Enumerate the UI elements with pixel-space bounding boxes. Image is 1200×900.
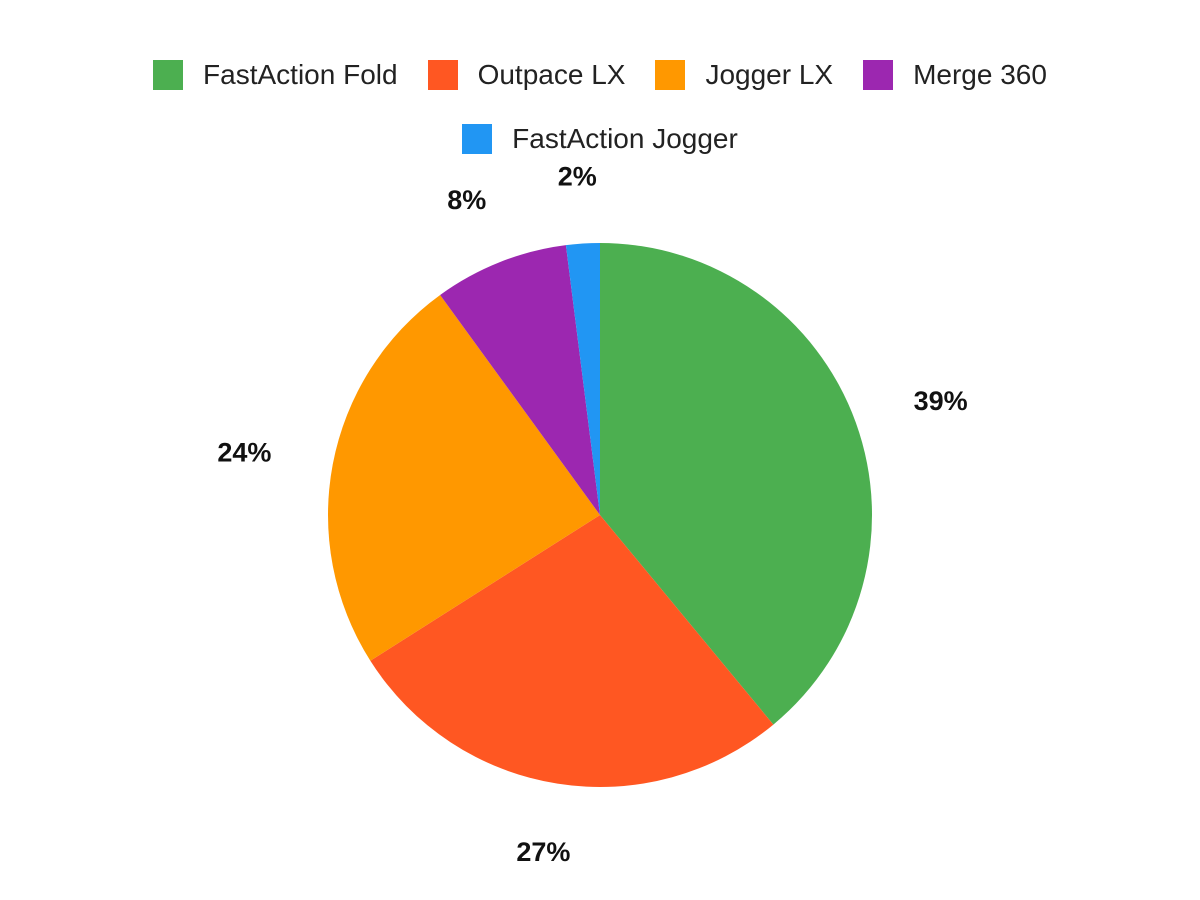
legend-item: Outpace LX: [427, 54, 626, 96]
legend-label: FastAction Fold: [203, 59, 398, 90]
slice-label: 39%: [914, 386, 968, 416]
legend-item: Jogger LX: [655, 54, 833, 96]
legend-swatch: [153, 60, 184, 90]
legend-swatch: [655, 60, 686, 90]
pie-slice-outpace-lx: [370, 515, 774, 787]
pie-slice-fastaction-jogger: [565, 243, 600, 515]
pie-slice-fastaction-fold: [600, 243, 872, 725]
legend-swatch: [427, 60, 458, 90]
legend-swatch: [863, 60, 894, 90]
legend-swatch: [462, 124, 493, 154]
legend: FastAction Fold Outpace LX Jogger LX Merge …: [120, 54, 1080, 160]
slice-label: 8%: [447, 185, 486, 215]
legend-label: Merge 360: [913, 59, 1047, 90]
legend-label: FastAction Jogger: [512, 123, 738, 154]
legend-label: Jogger LX: [705, 59, 834, 90]
pie-slice-jogger-lx: [328, 294, 600, 661]
legend-label: Outpace LX: [477, 59, 626, 90]
slice-label: 2%: [558, 162, 597, 192]
legend-item: Merge 360: [863, 54, 1047, 96]
legend-item: FastAction Fold: [153, 54, 398, 96]
legend-item: FastAction Jogger: [462, 118, 738, 160]
pie-slice-merge-360: [440, 245, 600, 515]
slice-label: 24%: [217, 437, 271, 467]
slice-label: 27%: [516, 837, 570, 867]
